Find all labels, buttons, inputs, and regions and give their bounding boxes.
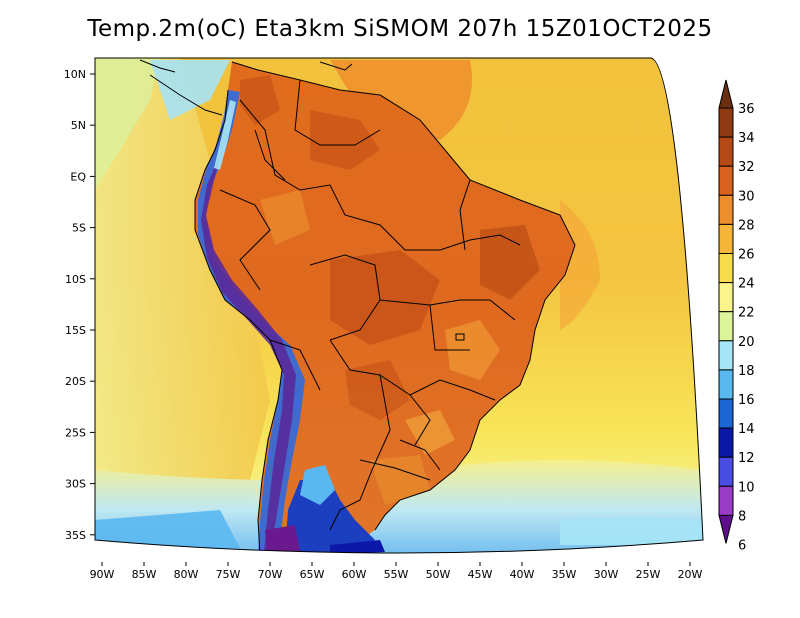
lon-label: 55W xyxy=(384,568,409,581)
colorbar-swatch xyxy=(718,369,734,400)
latitude-axis: 10N 5N EQ 5S 10S 15S 20S 25S 30S 35S xyxy=(64,68,95,542)
lat-label: 10S xyxy=(65,273,86,286)
lat-label: 15S xyxy=(65,324,86,337)
colorbar-label: 14 xyxy=(738,422,755,437)
colorbar-swatch xyxy=(718,253,734,284)
lat-label: 10N xyxy=(64,68,86,81)
lat-label: 5N xyxy=(71,119,86,132)
colorbar-swatch xyxy=(718,485,734,516)
lon-label: 85W xyxy=(132,568,157,581)
colorbar-swatch xyxy=(718,340,734,371)
lat-label: 30S xyxy=(65,478,86,491)
colorbar-label: 32 xyxy=(738,160,755,175)
colorbar-label: 16 xyxy=(738,393,755,408)
colorbar-label: 6 xyxy=(738,539,746,554)
colorbar-swatch xyxy=(718,427,734,458)
lon-label: 65W xyxy=(300,568,325,581)
colorbar-label: 24 xyxy=(738,277,755,292)
colorbar: 36 34 32 30 28 26 24 22 20 18 16 14 12 10 8 6 xyxy=(718,79,755,554)
lon-label: 25W xyxy=(636,568,661,581)
lon-label: 40W xyxy=(510,568,535,581)
colorbar-swatch xyxy=(718,456,734,487)
country-borders xyxy=(139,59,576,553)
lon-label: 90W xyxy=(90,568,115,581)
colorbar-swatch xyxy=(718,165,734,196)
lon-label: 35W xyxy=(552,568,577,581)
colorbar-swatch xyxy=(718,282,734,313)
lon-label: 45W xyxy=(468,568,493,581)
lat-label: 25S xyxy=(65,426,86,439)
colorbar-label: 18 xyxy=(738,364,755,379)
colorbar-label: 36 xyxy=(738,102,755,117)
lat-label: EQ xyxy=(70,170,86,183)
colorbar-label: 34 xyxy=(738,131,755,146)
colorbar-swatch xyxy=(718,311,734,342)
lat-label: 20S xyxy=(65,375,86,388)
colorbar-label: 8 xyxy=(738,509,746,524)
colorbar-label: 28 xyxy=(738,218,755,233)
colorbar-label: 22 xyxy=(738,306,755,321)
colorbar-swatch xyxy=(718,223,734,254)
map-frame xyxy=(94,57,704,554)
lon-label: 30W xyxy=(594,568,619,581)
map-title: Temp.2m(oC) Eta3km SiSMOM 207h 15Z01OCT2… xyxy=(87,16,713,42)
colorbar-label: 10 xyxy=(738,480,755,495)
lon-label: 60W xyxy=(342,568,367,581)
colorbar-swatch xyxy=(718,136,734,167)
colorbar-swatch xyxy=(718,107,734,138)
longitude-axis: 90W 85W 80W 75W 70W 65W 60W 55W 50W 45W 40W 35W 30W 2… xyxy=(90,562,703,581)
colorbar-bottom-arrow xyxy=(718,514,734,544)
colorbar-top-arrow xyxy=(718,79,734,109)
lat-label: 35S xyxy=(65,529,86,542)
lon-label: 80W xyxy=(174,568,199,581)
lat-label: 5S xyxy=(72,222,86,235)
pacific-field xyxy=(95,58,270,540)
colorbar-label: 12 xyxy=(738,451,755,466)
lon-label: 20W xyxy=(678,568,703,581)
lon-label: 75W xyxy=(216,568,241,581)
lon-label: 50W xyxy=(426,568,451,581)
colorbar-label: 26 xyxy=(738,248,755,263)
lon-label: 70W xyxy=(258,568,283,581)
colorbar-swatch xyxy=(718,398,734,429)
colorbar-label: 20 xyxy=(738,335,755,350)
colorbar-swatch xyxy=(718,194,734,225)
colorbar-label: 30 xyxy=(738,189,755,204)
